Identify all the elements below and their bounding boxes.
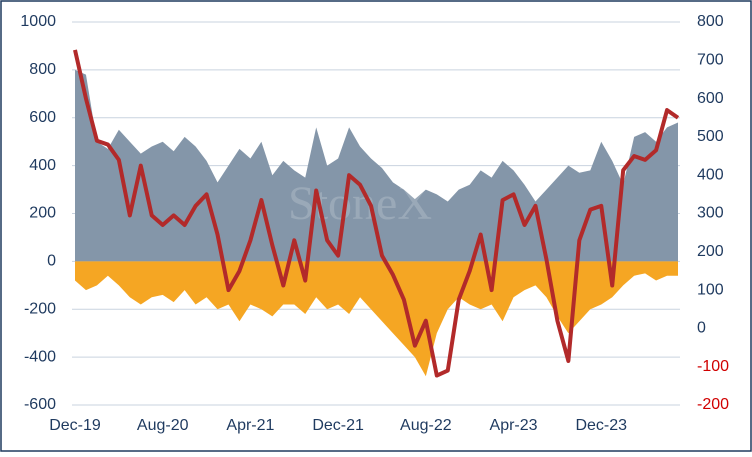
y2-tick-label: 700 (697, 52, 724, 69)
x-tick-label: Dec-23 (575, 417, 627, 434)
y2-tick-label: 400 (697, 166, 724, 183)
y2-tick-label: -100 (697, 358, 729, 375)
y-tick-label: 800 (29, 61, 56, 78)
x-tick-label: Aug-20 (137, 417, 189, 434)
y2-tick-label: 200 (697, 243, 724, 260)
y2-tick-label: 0 (697, 320, 706, 337)
y2-tick-label: 500 (697, 128, 724, 145)
y-tick-label: -400 (24, 348, 56, 365)
y-tick-label: 200 (29, 205, 56, 222)
y-tick-label: 600 (29, 109, 56, 126)
x-tick-label: Apr-23 (490, 417, 538, 434)
line (73, 49, 680, 378)
y-tick-label: 1000 (20, 13, 56, 30)
y-tick-label: 400 (29, 157, 56, 174)
x-tick-label: Dec-21 (312, 417, 364, 434)
y-tick-label: 0 (47, 253, 56, 270)
y2-tick-label: 100 (697, 281, 724, 298)
x-tick-label: Apr-21 (226, 417, 274, 434)
y-tick-label: -600 (24, 396, 56, 413)
y2-tick-label: 800 (697, 13, 724, 30)
x-tick-label: Aug-22 (400, 417, 452, 434)
y-tick-label: -200 (24, 300, 56, 317)
area (75, 261, 678, 377)
y2-tick-label: -200 (697, 396, 729, 413)
y2-tick-label: 600 (697, 90, 724, 107)
area (75, 69, 678, 262)
x-tick-label: Dec-19 (49, 417, 101, 434)
y2-tick-label: 300 (697, 205, 724, 222)
